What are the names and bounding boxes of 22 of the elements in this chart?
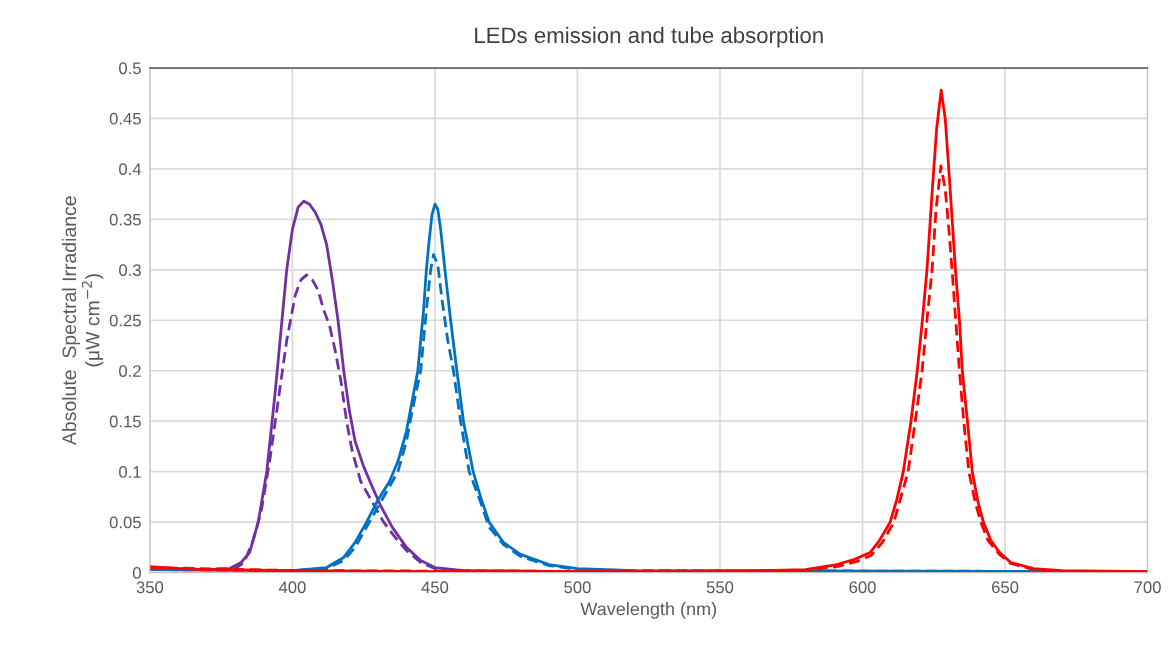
x-tick-label: 350: [136, 581, 164, 594]
y-tick-label: 0.45: [109, 112, 141, 125]
x-tick-label: 700: [1134, 581, 1161, 594]
x-tick-label: 600: [849, 581, 876, 594]
y-tick-label: 0.25: [109, 314, 141, 327]
y-tick-label: 0.1: [119, 466, 141, 478]
y-tick-label: 0: [132, 567, 141, 579]
x-tick-label: 450: [421, 581, 449, 594]
y-tick-label: 0.35: [109, 213, 141, 226]
x-tick-label: 550: [706, 581, 734, 594]
x-axis-title: Wavelength (nm): [580, 602, 717, 619]
x-tick-label: 400: [278, 581, 306, 594]
x-tick-label: 650: [992, 581, 1019, 594]
y-tick-label: 0.15: [109, 415, 141, 428]
y-tick-label: 0.5: [119, 62, 141, 75]
x-tick-label: 500: [564, 581, 591, 594]
y-tick-label: 0.4: [119, 163, 142, 176]
y-tick-label: 0.2: [119, 365, 141, 377]
y-axis-title: Absolute Spectral Irradiance (μW cm$^{−2}$): [61, 196, 104, 446]
chart-title: LEDs emission and tube absorption: [475, 26, 823, 48]
y-tick-label: 0.05: [109, 516, 141, 529]
y-tick-label: 0.3: [119, 264, 141, 276]
